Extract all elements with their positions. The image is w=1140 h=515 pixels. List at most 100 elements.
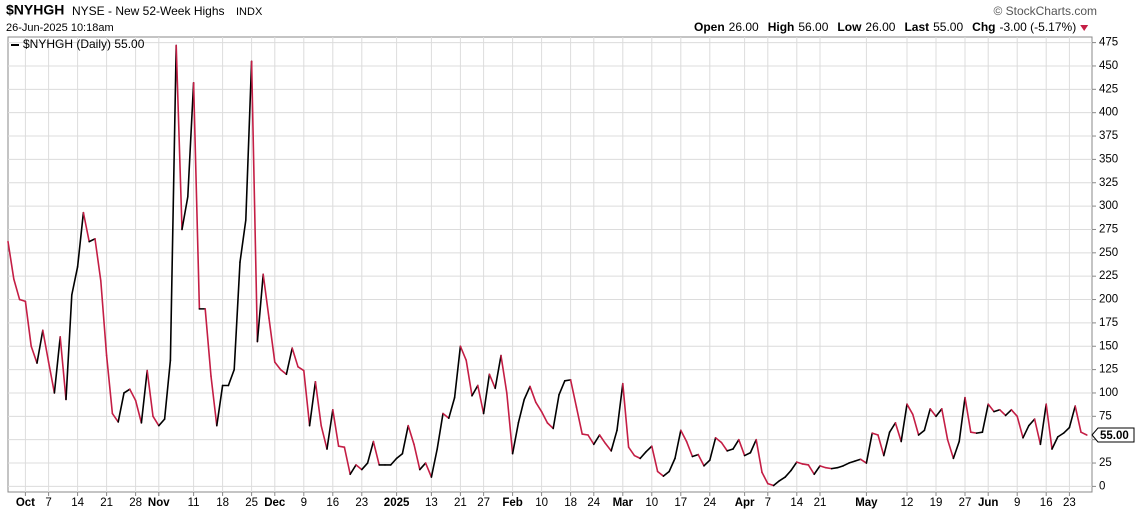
price-segment: [848, 460, 856, 464]
price-segment: [250, 60, 259, 343]
price-segment: [285, 347, 294, 376]
price-segment: [1039, 403, 1047, 446]
price-segment: [355, 464, 363, 471]
price-segment: [998, 408, 1007, 417]
plot-area: 0255075100125150175200225250275300325350…: [7, 36, 1135, 509]
quote-value: 56.00: [798, 20, 828, 34]
price-segment: [656, 470, 665, 477]
quote-value: 55.00: [933, 20, 963, 34]
price-segment: [413, 443, 421, 471]
y-tick-label: 300: [1099, 200, 1118, 212]
x-tick-label: 13: [425, 497, 438, 509]
price-segment: [523, 385, 531, 401]
price-segment: [935, 408, 943, 418]
quote-label: Open: [694, 20, 725, 34]
price-segment: [100, 280, 108, 357]
x-tick-label: Apr: [735, 497, 755, 509]
price-segment: [245, 60, 253, 221]
price-segment: [958, 396, 966, 443]
price-segment: [140, 369, 148, 424]
y-tick-label: 0: [1099, 480, 1105, 492]
x-tick-label: 10: [535, 497, 548, 509]
price-segment: [529, 385, 537, 404]
price-segment: [743, 451, 752, 457]
price-segment: [453, 345, 462, 399]
price-segment: [940, 408, 949, 441]
price-segment: [795, 461, 804, 465]
price-segment: [297, 366, 305, 372]
price-segment: [1074, 405, 1082, 434]
price-segment: [94, 238, 102, 282]
price-segment: [946, 438, 955, 460]
x-tick-label: 10: [645, 497, 658, 509]
price-segment: [395, 452, 404, 460]
price-segment: [71, 266, 79, 296]
x-tick-label: 18: [216, 497, 229, 509]
price-segment: [471, 384, 479, 397]
price-segment: [697, 453, 705, 467]
price-segment: [88, 238, 96, 243]
price-segment: [708, 437, 717, 462]
price-segment: [569, 379, 578, 408]
price-segment: [279, 368, 288, 376]
price-segment: [900, 403, 908, 443]
price-segment: [1051, 436, 1059, 450]
price-segment: [1016, 415, 1024, 439]
price-segment: [894, 422, 903, 443]
y-tick-label: 425: [1099, 83, 1118, 95]
price-segment: [732, 438, 740, 450]
price-segment: [668, 457, 676, 473]
price-segment: [204, 308, 212, 377]
price-segment: [616, 382, 624, 432]
y-tick-label: 125: [1099, 364, 1118, 376]
x-tick-label: 24: [587, 497, 600, 509]
price-segment: [552, 394, 560, 430]
price-segment: [517, 398, 526, 424]
exchange: INDX: [236, 6, 263, 18]
y-tick-label: 100: [1099, 387, 1118, 399]
price-segment: [1080, 431, 1088, 436]
price-segment: [534, 401, 543, 413]
price-segment: [598, 434, 607, 445]
price-segment: [923, 408, 932, 432]
price-segment: [41, 329, 50, 363]
chart-title: NYSE - New 52-Week Highs: [72, 4, 225, 18]
price-segment: [476, 384, 485, 415]
x-tick-label: 9: [1014, 497, 1020, 509]
price-segment: [175, 44, 183, 231]
price-segment: [662, 470, 671, 477]
price-segment: [59, 336, 67, 401]
price-segment: [1045, 403, 1053, 450]
x-tick-label: Nov: [148, 497, 170, 509]
y-tick-label: 75: [1099, 410, 1112, 422]
x-tick-label: Jun: [978, 497, 998, 509]
price-segment: [1068, 405, 1076, 429]
x-tick-label: 25: [245, 497, 258, 509]
price-segment: [65, 294, 73, 401]
quote-bar: Open 26.00 High 56.00 Low 26.00 Last 55.00 Chg -3…: [694, 20, 1089, 34]
price-segment: [152, 415, 160, 427]
x-tick-label: 12: [901, 497, 914, 509]
price-segment: [13, 278, 21, 301]
price-segment: [906, 403, 914, 416]
price-segment: [169, 44, 177, 362]
price-segment: [969, 431, 978, 434]
price-segment: [859, 458, 868, 464]
x-tick-label: 27: [477, 497, 490, 509]
price-segment: [372, 440, 381, 466]
price-segment: [326, 408, 334, 450]
x-tick-label: 18: [564, 497, 577, 509]
price-segment: [981, 403, 990, 434]
price-segment: [714, 437, 723, 444]
price-segment: [604, 442, 613, 452]
price-segment: [871, 432, 879, 436]
price-segment: [917, 429, 926, 436]
price-segment: [360, 462, 369, 471]
price-segment: [888, 422, 897, 434]
y-tick-label: 200: [1099, 294, 1118, 306]
price-segment: [824, 466, 833, 470]
price-segment: [610, 429, 618, 452]
price-segment: [720, 441, 729, 452]
x-tick-label: 23: [355, 497, 368, 509]
